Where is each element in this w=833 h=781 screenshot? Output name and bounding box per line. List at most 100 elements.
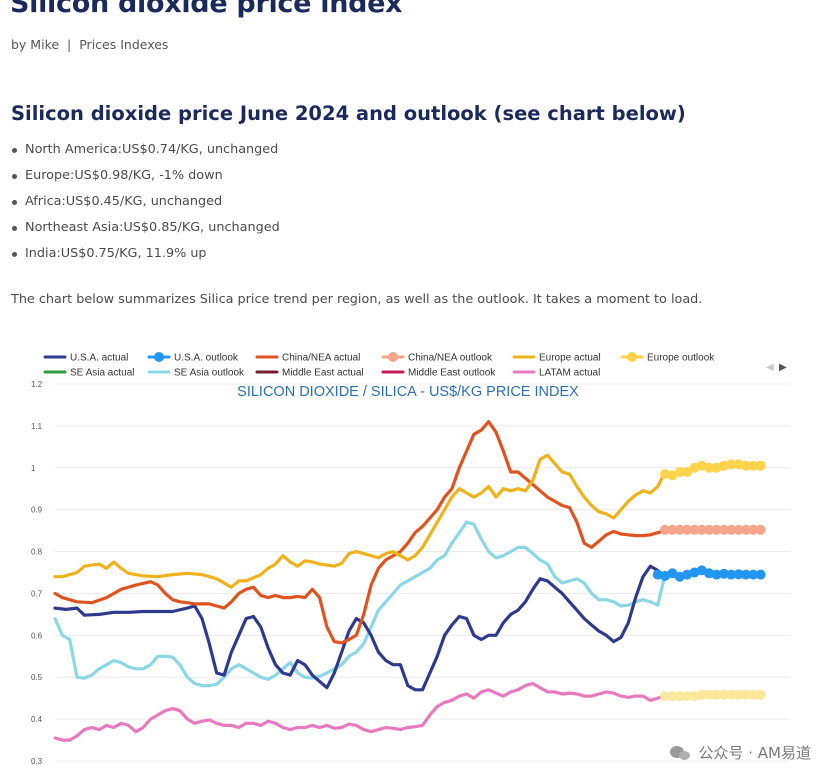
data-point[interactable]: [726, 689, 737, 700]
data-point[interactable]: [726, 569, 737, 580]
legend-marker: [627, 352, 637, 362]
data-point[interactable]: [718, 568, 729, 579]
intro-text: The chart below summarizes Silica price …: [11, 292, 703, 307]
data-point[interactable]: [689, 524, 700, 535]
watermark-text: 公众号 · AM易道: [698, 744, 811, 762]
legend-item[interactable]: Middle East outlook: [381, 368, 496, 379]
data-point[interactable]: [660, 524, 670, 535]
list-item-text: Africa:US$0.45/KG, unchanged: [25, 194, 223, 209]
data-point[interactable]: [748, 689, 759, 700]
series-latam-actual: [53, 681, 667, 742]
legend-item[interactable]: SE Asia outlook: [147, 368, 245, 379]
legend-item[interactable]: U.S.A. outlook: [147, 352, 239, 364]
section-title: Silicon dioxide price June 2024 and outl…: [11, 102, 686, 125]
byline: by Mike | Prices Indexes: [11, 37, 168, 52]
data-point[interactable]: [682, 524, 693, 535]
y-tick-label: 0.9: [31, 506, 43, 515]
data-point[interactable]: [755, 569, 766, 580]
data-point[interactable]: [748, 460, 759, 471]
data-point[interactable]: [755, 689, 766, 700]
data-point[interactable]: [667, 691, 678, 702]
series-line: [53, 453, 667, 589]
data-point[interactable]: [660, 691, 670, 702]
data-point[interactable]: [682, 467, 693, 477]
series-line: [53, 564, 667, 692]
data-point[interactable]: [674, 467, 685, 477]
data-point[interactable]: [711, 689, 722, 700]
legend-label: LATAM actual: [539, 368, 600, 379]
list-item: India:US$0.75/KG, 11.9% up: [11, 244, 280, 270]
y-tick-label: 1.1: [31, 422, 43, 431]
data-point[interactable]: [718, 689, 729, 700]
data-point[interactable]: [755, 524, 766, 535]
legend-item[interactable]: LATAM actual: [512, 368, 600, 379]
legend-label: U.S.A. actual: [70, 353, 128, 364]
series-layer: [53, 420, 766, 742]
data-point[interactable]: [674, 691, 685, 702]
legend-item[interactable]: China/NEA outlook: [381, 352, 493, 364]
data-point[interactable]: [726, 524, 737, 535]
legend-next-button[interactable]: ▶: [779, 362, 787, 373]
data-point[interactable]: [704, 524, 715, 535]
legend-item[interactable]: China/NEA actual: [255, 353, 360, 364]
bullet-icon: [12, 200, 17, 205]
list-item: Africa:US$0.45/KG, unchanged: [11, 192, 280, 218]
data-point[interactable]: [726, 459, 737, 470]
legend-label: SE Asia actual: [70, 368, 134, 379]
data-point[interactable]: [696, 524, 707, 535]
data-point[interactable]: [740, 689, 751, 700]
data-point[interactable]: [667, 524, 678, 535]
legend-label: China/NEA outlook: [408, 353, 493, 364]
legend-item[interactable]: Middle East actual: [255, 368, 364, 379]
legend-label: China/NEA actual: [282, 353, 360, 364]
series-europe-actual: [53, 453, 667, 589]
data-point[interactable]: [740, 460, 751, 471]
chart-title: SILICON DIOXIDE / SILICA - US$/KG PRICE …: [237, 384, 579, 400]
data-point[interactable]: [733, 689, 744, 700]
data-point[interactable]: [704, 689, 715, 700]
data-point[interactable]: [704, 462, 715, 473]
y-tick-label: 1.2: [31, 380, 43, 389]
author-link[interactable]: by Mike: [11, 37, 60, 52]
data-point[interactable]: [733, 524, 744, 535]
legend-item[interactable]: Europe outlook: [620, 352, 715, 364]
legend-item[interactable]: Europe actual: [512, 353, 601, 364]
data-point[interactable]: [682, 691, 693, 702]
bullet-icon: [12, 226, 17, 231]
list-item: Northeast Asia:US$0.85/KG, unchanged: [11, 218, 280, 244]
data-point[interactable]: [748, 569, 759, 580]
y-tick-label: 0.6: [31, 631, 43, 640]
category-link[interactable]: Prices Indexes: [79, 37, 169, 52]
series-se-asia-outlook: [53, 520, 667, 688]
data-point[interactable]: [748, 524, 759, 535]
series-u-s-a-outlook: [652, 565, 766, 582]
data-point[interactable]: [696, 689, 707, 700]
list-item: Europe:US$0.98/KG, -1% down: [11, 166, 280, 192]
data-point[interactable]: [711, 569, 722, 580]
list-item-text: Northeast Asia:US$0.85/KG, unchanged: [25, 220, 280, 235]
data-point[interactable]: [704, 568, 715, 579]
y-tick-label: 0.5: [31, 673, 43, 682]
byline-separator: |: [67, 37, 72, 52]
data-point[interactable]: [674, 524, 685, 535]
data-point[interactable]: [718, 524, 729, 535]
y-tick-label: 1: [31, 464, 36, 473]
data-point[interactable]: [733, 569, 744, 580]
page-title: Silicon dioxide price index: [10, 0, 403, 19]
legend-item[interactable]: U.S.A. actual: [43, 353, 128, 364]
data-point[interactable]: [660, 469, 670, 480]
data-point[interactable]: [755, 460, 766, 471]
bullet-icon: [12, 148, 17, 153]
data-point[interactable]: [711, 524, 722, 535]
series-europe-outlook: [660, 459, 766, 481]
data-point[interactable]: [740, 569, 751, 580]
bullet-icon: [12, 252, 17, 257]
y-tick-label: 0.3: [31, 757, 43, 766]
y-tick-label: 0.7: [31, 589, 43, 598]
series-china-nea-outlook: [660, 524, 766, 535]
list-item: North America:US$0.74/KG, unchanged: [11, 140, 280, 166]
legend-prev-button[interactable]: ◀: [766, 362, 774, 373]
legend-label: SE Asia outlook: [174, 368, 245, 379]
legend-item[interactable]: SE Asia actual: [43, 368, 134, 379]
data-point[interactable]: [740, 524, 751, 535]
